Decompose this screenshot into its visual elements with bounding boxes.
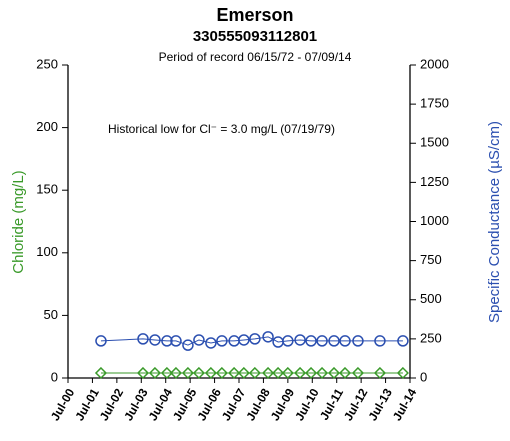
- circle-marker: [161, 335, 173, 347]
- circle-marker: [352, 335, 364, 347]
- diamond-marker: [351, 366, 365, 380]
- circle-marker: [170, 335, 182, 347]
- diamond-marker: [181, 366, 195, 380]
- diamond-marker: [237, 366, 250, 380]
- series-line: [100, 336, 403, 346]
- diamond-marker: [396, 366, 409, 380]
- y2-tick-label: 1500: [420, 135, 449, 150]
- annotation: Historical low for Cl⁻ = 3.0 mg/L (07/19…: [108, 122, 335, 136]
- y2-tick-label: 250: [420, 330, 442, 345]
- circle-marker: [238, 334, 250, 346]
- diamond-marker: [315, 366, 329, 380]
- chart-title: Emerson: [216, 5, 293, 25]
- circle-marker: [193, 334, 205, 346]
- diamond-marker: [327, 366, 341, 380]
- diamond-marker: [148, 366, 162, 380]
- diamond-marker: [228, 366, 241, 380]
- circle-marker: [282, 335, 294, 347]
- x-tick-label: Jul-10: [292, 386, 322, 423]
- circle-marker: [294, 334, 306, 346]
- circle-marker: [397, 335, 409, 347]
- y-tick-label: 150: [36, 182, 58, 197]
- y-tick-label: 100: [36, 244, 58, 259]
- diamond-marker: [248, 366, 261, 380]
- y2-tick-label: 1250: [420, 174, 449, 189]
- circle-marker: [328, 335, 340, 347]
- diamond-marker: [94, 366, 108, 380]
- circle-marker: [249, 333, 261, 345]
- diamond-marker: [294, 366, 307, 380]
- diamond-marker: [136, 366, 150, 380]
- y-axis-label: Chloride (mg/L): [10, 170, 27, 273]
- y2-tick-label: 750: [420, 252, 442, 267]
- y-tick-label: 200: [36, 119, 58, 134]
- y2-axis-label: Specific Conductance (µS/cm): [486, 121, 503, 323]
- diamond-marker: [373, 366, 387, 380]
- diamond-marker: [192, 366, 205, 380]
- diamond-marker: [305, 366, 318, 380]
- y2-tick-label: 0: [420, 369, 427, 384]
- diamond-marker: [272, 366, 285, 380]
- y-tick-label: 0: [51, 369, 58, 384]
- y-tick-label: 50: [44, 307, 58, 322]
- circle-marker: [305, 335, 317, 347]
- y2-tick-label: 1000: [420, 213, 449, 228]
- diamond-marker: [204, 366, 217, 380]
- y2-tick-label: 500: [420, 291, 442, 306]
- chart-subtitle: 330555093112801: [193, 28, 317, 45]
- period: Period of record 06/15/72 - 07/09/14: [159, 50, 352, 64]
- circle-marker: [216, 335, 228, 347]
- circle-marker: [205, 337, 217, 349]
- diamond-marker: [215, 366, 228, 380]
- x-tick-label: Jul-14: [390, 386, 420, 423]
- circle-marker: [182, 339, 194, 351]
- circle-marker: [137, 333, 149, 345]
- diamond-marker: [160, 366, 173, 380]
- circle-marker: [374, 335, 386, 347]
- diamond-marker: [281, 366, 294, 380]
- diamond-marker: [338, 366, 352, 380]
- circle-marker: [339, 335, 351, 347]
- y2-tick-label: 1750: [420, 96, 449, 111]
- circle-marker: [149, 334, 161, 346]
- y-tick-label: 250: [36, 56, 58, 71]
- circle-marker: [262, 331, 274, 343]
- y2-tick-label: 2000: [420, 56, 449, 71]
- diamond-marker: [169, 366, 183, 380]
- circle-marker: [95, 335, 107, 347]
- circle-marker: [316, 335, 328, 347]
- diamond-marker: [262, 366, 275, 380]
